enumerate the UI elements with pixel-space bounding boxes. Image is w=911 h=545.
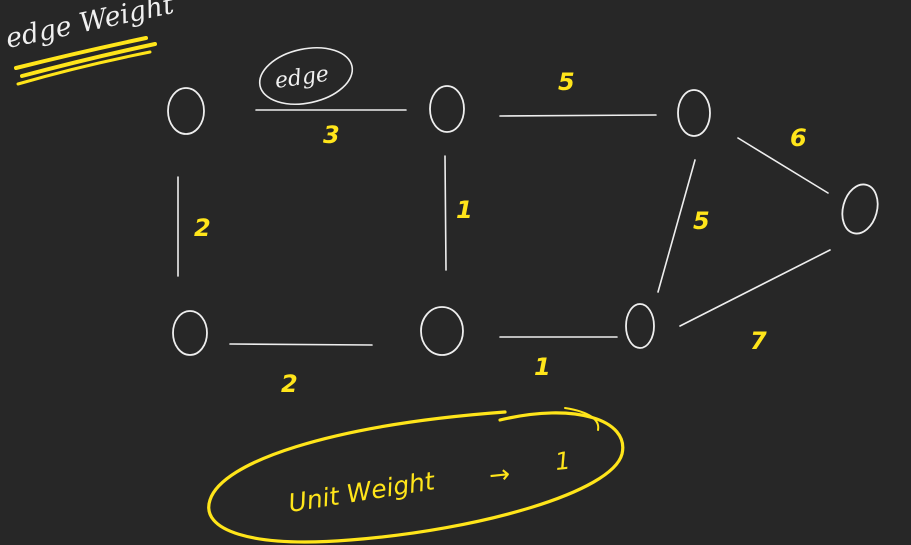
weight-mid-vertical: 1 [456,196,473,224]
edges [177,109,831,346]
node-bottom-mid [420,306,464,356]
edge-top-mid-top-right [499,114,657,117]
unit-weight-loop [207,410,625,544]
node-top-left [167,87,205,135]
edge-right-diagonal [657,159,696,293]
edge-bottom-right-far-right [679,249,831,327]
weight-top-right-far-right: 6 [790,124,807,152]
unit-weight-text: Unit Weight [286,466,437,518]
heading-group: edge Weight [3,0,177,86]
edge-label-circle [258,47,354,105]
edge-top-right-far-right [737,137,829,194]
edge-label-group: edge [258,47,354,105]
edge-weights: 3 5 6 2 1 5 2 1 7 [194,68,807,398]
heading-underline-1 [14,36,148,70]
unit-weight-group: Unit Weight → 1 [207,407,625,544]
weight-bottom-right-far-right: 7 [750,327,767,355]
edge-label-text: edge [273,62,330,94]
unit-weight-loop-tail [564,407,600,431]
weight-bottom-mid-bottom-right: 1 [534,353,551,381]
node-bottom-right [625,303,655,349]
node-far-right [841,183,879,235]
unit-weight-arrow-icon: → [488,459,512,490]
node-bottom-left [172,310,208,356]
weight-left-vertical: 2 [194,214,211,242]
weight-right-diagonal: 5 [693,207,710,235]
edge-mid-vertical [444,155,447,271]
weight-top-left-top-mid: 3 [323,121,340,149]
nodes [167,85,879,356]
heading-underline-2 [20,42,157,78]
edge-bottom-left-bottom-mid [229,343,373,346]
node-top-mid [429,85,465,133]
weight-bottom-left-bottom-mid: 2 [281,370,298,398]
node-top-right [677,89,711,137]
weight-top-mid-top-right: 5 [558,68,575,96]
unit-weight-value: 1 [554,447,572,476]
heading-underline-3 [16,50,152,86]
